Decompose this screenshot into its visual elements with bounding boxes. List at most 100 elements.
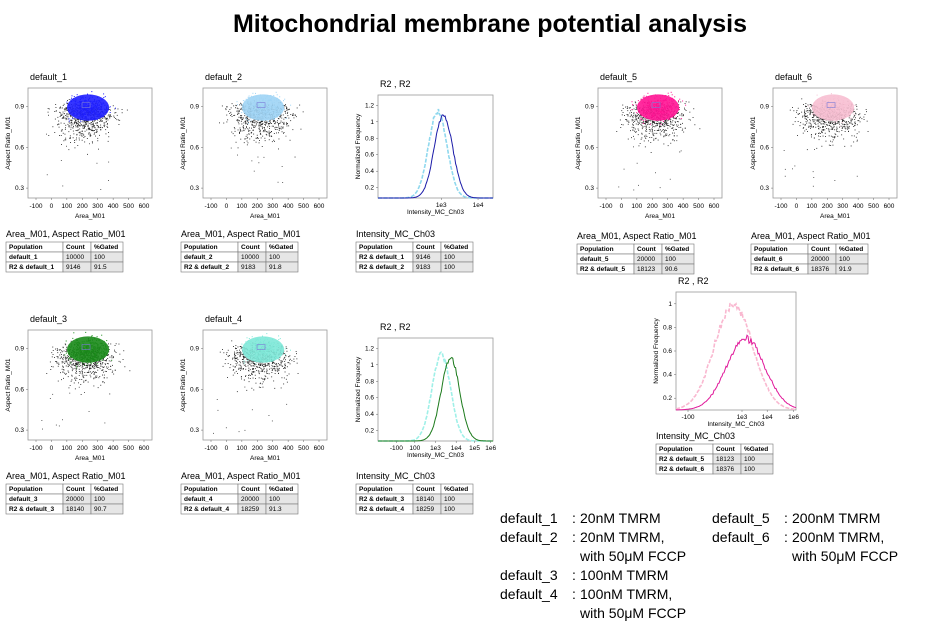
gated-dot	[660, 123, 662, 125]
background-dot	[807, 131, 808, 132]
background-dot	[257, 137, 258, 138]
gated-dot	[655, 104, 657, 106]
background-dot	[250, 121, 251, 123]
background-dot	[240, 116, 242, 118]
background-dot	[636, 108, 638, 110]
background-dot	[109, 109, 111, 110]
background-dot	[241, 115, 243, 116]
background-dot	[629, 112, 631, 114]
background-dot	[651, 124, 653, 126]
gated-dot	[84, 113, 86, 115]
background-dot	[806, 116, 808, 117]
background-dot	[810, 126, 812, 128]
gated-dot	[278, 105, 280, 107]
gated-dot	[71, 95, 73, 97]
gated-dot	[656, 106, 658, 108]
gated-dot	[84, 117, 86, 119]
background-dot	[76, 372, 78, 374]
gated-dot	[68, 118, 70, 120]
gated-dot	[93, 351, 94, 353]
background-dot	[841, 134, 843, 136]
gated-dot	[80, 106, 82, 108]
gated-dot	[84, 112, 86, 113]
gated-dot	[817, 99, 818, 101]
gated-dot	[267, 101, 269, 103]
gated-dot	[78, 342, 80, 344]
background-dot	[82, 372, 83, 374]
y-axis-label: Aspect Ratio_M01	[750, 116, 757, 169]
gated-dot	[92, 345, 94, 347]
gated-dot	[823, 107, 825, 109]
background-dot	[91, 125, 93, 127]
background-dot	[842, 124, 844, 126]
background-dot	[627, 123, 629, 125]
gated-dot	[72, 337, 74, 339]
background-dot	[656, 130, 658, 131]
background-dot	[821, 130, 823, 132]
background-dot	[632, 129, 634, 131]
gated-dot	[818, 108, 820, 110]
background-dot	[818, 117, 820, 119]
background-dot	[834, 133, 836, 135]
background-dot	[239, 104, 241, 106]
gated-dot	[264, 111, 266, 112]
background-dot	[853, 141, 855, 143]
background-dot	[106, 359, 107, 361]
background-dot	[76, 362, 78, 364]
background-dot	[856, 124, 858, 126]
background-dot	[87, 362, 89, 364]
gated-dot	[822, 113, 824, 115]
background-dot	[234, 130, 236, 132]
gated-dot	[84, 106, 86, 108]
gated-dot	[269, 95, 271, 97]
gated-dot	[80, 352, 82, 354]
background-dot	[624, 115, 625, 116]
background-dot	[61, 113, 63, 115]
gated-dot	[838, 115, 840, 116]
background-dot	[789, 109, 791, 111]
gated-dot	[652, 108, 654, 110]
background-dot	[855, 113, 857, 115]
gated-dot	[825, 109, 827, 111]
background-dot	[231, 113, 233, 115]
background-dot	[64, 128, 66, 130]
gated-dot	[94, 347, 96, 349]
gated-dot	[106, 353, 108, 355]
gated-dot	[252, 113, 254, 115]
x-axis-label: Area_M01	[75, 213, 105, 220]
background-dot	[802, 116, 803, 118]
gated-dot	[815, 112, 817, 114]
background-dot	[648, 140, 649, 142]
background-dot	[101, 369, 103, 371]
background-dot	[96, 124, 98, 126]
background-dot	[115, 352, 117, 353]
background-dot	[105, 121, 107, 123]
background-dot	[667, 122, 669, 124]
background-dot	[226, 114, 228, 116]
gated-dot	[252, 104, 254, 106]
background-dot	[240, 109, 242, 110]
background-dot	[91, 372, 92, 374]
gated-dot	[650, 100, 652, 102]
background-dot	[233, 127, 235, 128]
background-dot	[107, 115, 109, 117]
table-caption: Area_M01, Aspect Ratio_M01	[6, 229, 126, 239]
background-dot	[818, 132, 820, 134]
background-dot	[820, 118, 822, 119]
background-dot	[77, 124, 79, 126]
background-dot	[268, 133, 270, 135]
background-dot	[71, 364, 73, 366]
background-dot	[673, 117, 674, 119]
background-dot	[264, 121, 265, 123]
background-dot	[93, 368, 95, 370]
background-dot	[644, 121, 646, 123]
background-dot	[66, 350, 68, 352]
background-dot	[99, 127, 101, 128]
background-dot	[817, 116, 819, 118]
background-dot	[290, 114, 292, 115]
background-dot	[99, 368, 101, 370]
background-dot	[639, 121, 641, 123]
gated-dot	[832, 102, 834, 104]
background-dot	[655, 123, 657, 124]
